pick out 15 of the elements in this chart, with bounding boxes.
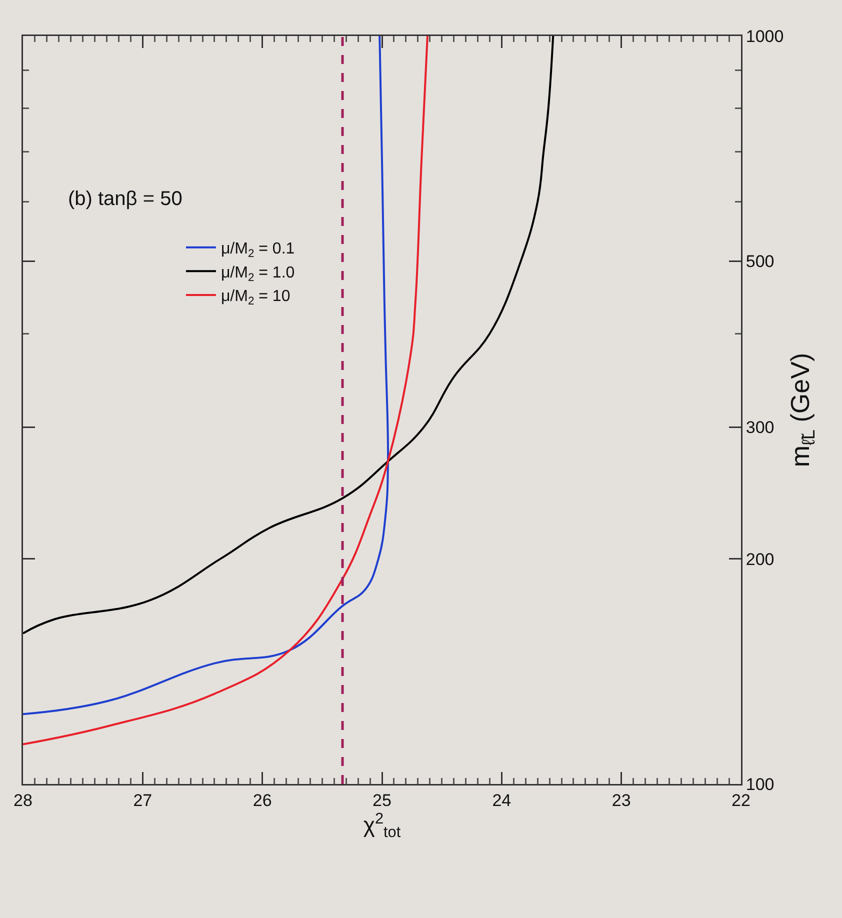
legend-label: μ/M$_{2}$ = 10 [220,288,290,308]
legend-label: μ/M$_{2}$ = 1.0 [220,264,295,284]
x-tick-label: 25 [372,790,392,810]
legend-label: μ/M$_{2}$ = 0.1 [220,240,295,260]
y-tick-label: 300 [746,418,774,438]
x-tick-label: 23 [612,790,631,810]
y-tick-label: 1000 [746,26,784,46]
line-series [23,36,554,634]
x-tick-label: 27 [133,790,152,810]
x-tick-label: 26 [252,790,272,810]
y-tick-label: 500 [746,252,774,272]
x-tick-label: 24 [492,790,512,810]
y-tick-label: 200 [746,550,774,569]
x-tick-label: 28 [14,790,32,810]
annotation: (b) tanβ = 50 [68,188,182,210]
